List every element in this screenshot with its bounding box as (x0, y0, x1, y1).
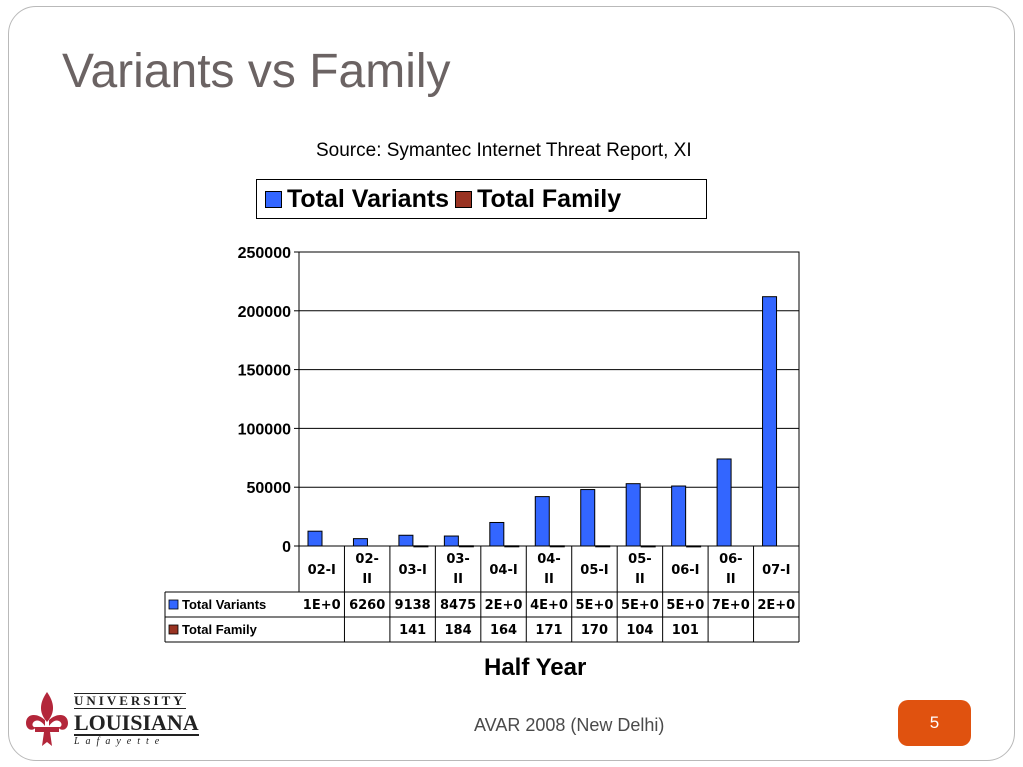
bar-total-family (549, 545, 565, 548)
slide-footer: AVAR 2008 (New Delhi) (474, 715, 665, 735)
y-tick-label: 250000 (238, 245, 291, 262)
university-logo: UNIVERSITY LOUISIANA Lafayette (22, 690, 199, 750)
x-tick-label: 06-I (671, 563, 699, 578)
bar-total-family (640, 545, 656, 548)
x-tick-label: II (453, 572, 463, 587)
x-tick-label: 06- (719, 552, 743, 567)
bar-total-family (458, 545, 474, 548)
bar-total-variants (352, 538, 368, 547)
y-tick-label: 150000 (238, 363, 291, 380)
legend-label-family: Total Family (477, 184, 622, 213)
bar-total-variants (671, 485, 687, 547)
legend-swatch-variants (265, 190, 282, 208)
data-table-cell: 5E+0 (576, 598, 614, 613)
bar-total-family (595, 545, 611, 548)
bar-total-variants (307, 530, 323, 547)
x-axis-title: Half Year (484, 654, 587, 681)
data-table-cell: 2E+0 (485, 598, 523, 613)
data-table-cell: 2E+0 (757, 598, 795, 613)
x-tick-label: 05- (628, 552, 652, 567)
data-table-cell: 164 (490, 623, 517, 638)
data-table-cell: 4E+0 (530, 598, 568, 613)
x-tick-label: 03-I (398, 563, 426, 578)
data-table-cell: 104 (626, 623, 653, 638)
data-table-cell: 184 (445, 623, 472, 638)
data-table-row-label: Total Variants (182, 597, 266, 612)
x-tick-label: 02- (355, 552, 379, 567)
y-tick-label: 100000 (238, 421, 291, 438)
data-table-cell: 5E+0 (621, 598, 659, 613)
slide-title: Variants vs Family (62, 45, 451, 98)
legend-label-variants: Total Variants (287, 184, 450, 213)
data-table-cell: 7E+0 (712, 598, 750, 613)
data-table-cell: 9138 (395, 598, 431, 613)
data-table-cell: 171 (535, 623, 562, 638)
logo-text-louisiana: LOUISIANA (74, 710, 199, 736)
bar-total-variants (625, 483, 641, 547)
data-table-cell: 170 (581, 623, 608, 638)
bar-total-family (504, 545, 520, 548)
y-tick-label: 50000 (247, 480, 292, 497)
x-tick-label: II (544, 572, 554, 587)
bar-total-variants (762, 296, 778, 547)
data-table-legend-key (168, 599, 179, 610)
bar-total-family (686, 545, 702, 548)
legend-item-variants: Total Variants (265, 185, 449, 214)
page-number-badge: 5 (898, 700, 971, 746)
data-table-cell: 6260 (349, 598, 385, 613)
x-tick-label: II (726, 572, 736, 587)
x-tick-label: II (362, 572, 372, 587)
data-table-legend-key (168, 624, 179, 635)
logo-text-university: UNIVERSITY (74, 693, 186, 709)
y-tick-label: 200000 (238, 304, 291, 321)
bar-total-variants (716, 458, 732, 547)
legend-swatch-family (455, 190, 473, 208)
data-table-cell: 1E+0 (303, 598, 341, 613)
data-table-cell: 101 (672, 623, 699, 638)
data-table-cell: 8475 (440, 598, 476, 613)
x-tick-label: 03- (446, 552, 470, 567)
chart-source: Source: Symantec Internet Threat Report,… (316, 140, 692, 161)
x-tick-label: 04- (537, 552, 561, 567)
x-tick-label: 04-I (489, 563, 517, 578)
bar-total-variants (534, 496, 550, 547)
bar-total-variants (443, 535, 459, 547)
data-table-row-label: Total Family (182, 622, 258, 637)
fleur-de-lis-icon (26, 692, 68, 746)
bar-total-variants (580, 489, 596, 547)
data-table-cell: 5E+0 (666, 598, 704, 613)
x-tick-label: 07-I (762, 563, 790, 578)
x-tick-label: II (635, 572, 645, 587)
data-table-cell: 141 (399, 623, 426, 638)
legend-item-family: Total Family (455, 185, 621, 214)
bar-total-variants (398, 534, 414, 547)
bar-total-variants (489, 521, 505, 547)
x-tick-label: 05-I (580, 563, 608, 578)
x-tick-label: 02-I (308, 563, 336, 578)
logo-text-lafayette: Lafayette (74, 736, 166, 747)
bar-total-family (413, 545, 429, 548)
chart-legend: Total Variants Total Family (256, 179, 707, 219)
y-tick-label: 0 (282, 539, 291, 556)
